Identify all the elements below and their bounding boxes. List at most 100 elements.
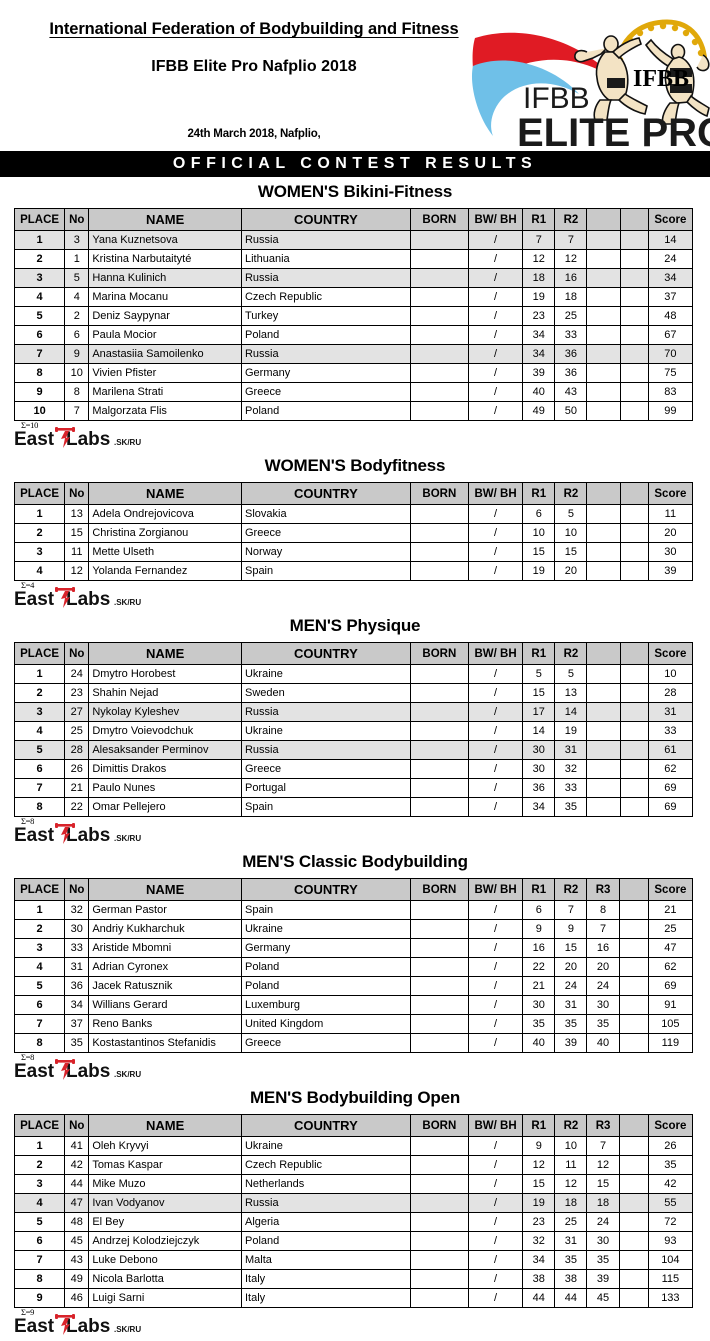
cell-r2: 20 xyxy=(554,561,588,581)
cell-place: 7 xyxy=(13,1250,66,1270)
cell-r2: 31 xyxy=(554,740,588,760)
cell-r1: 35 xyxy=(522,1014,556,1034)
event-title: IFBB Elite Pro Nafplio 2018 xyxy=(151,58,357,75)
column-header-r1: R1 xyxy=(522,878,556,901)
cell-place: 1 xyxy=(13,504,66,524)
cell-r2: 18 xyxy=(554,1193,588,1213)
cell-blank2 xyxy=(619,740,649,760)
column-header-blank1 xyxy=(618,878,649,901)
cell-r2: 12 xyxy=(554,249,588,269)
cell-no: 47 xyxy=(64,1193,90,1213)
cell-name: Marilena Strati xyxy=(88,382,242,402)
cell-place: 3 xyxy=(13,702,66,722)
column-header-no: No xyxy=(64,1114,90,1137)
cell-score: 25 xyxy=(647,919,694,939)
cell-name: Adela Ondrejovicova xyxy=(88,504,242,524)
cell-r1: 17 xyxy=(522,702,556,722)
cell-blank1 xyxy=(586,683,621,703)
cell-r1: 30 xyxy=(522,995,556,1015)
cell-r2: 11 xyxy=(554,1155,588,1175)
cell-born xyxy=(409,957,469,977)
svg-text:.SK/RU: .SK/RU xyxy=(114,1325,141,1334)
cell-name: Luke Debono xyxy=(88,1250,242,1270)
cell-r1: 23 xyxy=(522,1212,556,1232)
cell-place: 1 xyxy=(13,230,66,250)
cell-bwbh: / xyxy=(467,504,524,524)
cell-place: 5 xyxy=(13,740,66,760)
cell-r1: 40 xyxy=(522,382,556,402)
cell-r3: 30 xyxy=(586,995,620,1015)
cell-name: Omar Pellejero xyxy=(88,797,242,817)
cell-country: Czech Republic xyxy=(240,1155,411,1175)
cell-score: 28 xyxy=(647,683,694,703)
column-header-r2: R2 xyxy=(554,878,588,901)
cell-place: 3 xyxy=(13,268,66,288)
cell-r2: 14 xyxy=(554,702,588,722)
cell-place: 3 xyxy=(13,938,66,958)
cell-born xyxy=(409,778,469,798)
cell-blank2 xyxy=(619,778,649,798)
cell-no: 46 xyxy=(64,1288,90,1308)
svg-text:East: East xyxy=(14,825,55,845)
table-footer: Σ=8 East Labs .SK/RU xyxy=(14,816,710,847)
column-header-country: COUNTRY xyxy=(240,642,411,665)
column-header-no: No xyxy=(64,208,90,231)
cell-blank2 xyxy=(619,382,649,402)
cell-bwbh: / xyxy=(467,1136,524,1156)
cell-name: Christina Zorgianou xyxy=(88,523,242,543)
results-table: PLACE No NAME COUNTRY BORN BW/ BH R1 R2 R3 Score 1… xyxy=(13,878,694,1053)
cell-r3: 7 xyxy=(586,919,620,939)
cell-country: Luxemburg xyxy=(240,995,411,1015)
cell-blank2 xyxy=(619,759,649,779)
cell-blank2 xyxy=(619,268,649,288)
cell-blank2 xyxy=(619,721,649,741)
cell-r1: 16 xyxy=(522,938,556,958)
cell-blank2 xyxy=(619,683,649,703)
cell-bwbh: / xyxy=(467,306,524,326)
cell-born xyxy=(409,268,469,288)
table-row: 3 5 Hanna Kulinich Russia /18 16 34 xyxy=(13,268,694,288)
cell-blank2 xyxy=(619,287,649,307)
column-header-bwbh: BW/ BH xyxy=(467,1114,524,1137)
column-header-blank2 xyxy=(619,208,649,231)
table-row: 8 35 Kostastantinos Stefanidis Greece/40 39 4… xyxy=(13,1033,694,1053)
cell-score: 67 xyxy=(647,325,694,345)
cell-score: 69 xyxy=(647,976,694,996)
table-row: 8 10 Vivien Pfister Germany /39 36 75 xyxy=(13,363,694,383)
cell-name: Yolanda Fernandez xyxy=(88,561,242,581)
cell-no: 3 xyxy=(64,230,90,250)
column-header-no: No xyxy=(64,878,90,901)
cell-name: Anastasiia Samoilenko xyxy=(88,344,242,364)
cell-r3: 45 xyxy=(586,1288,620,1308)
ifbb-elite-pro-logo: IFBB IFBB ELITE PRO xyxy=(467,8,710,150)
cell-no: 45 xyxy=(64,1231,90,1251)
table-row: 2 30 Andriy Kukharchuk Ukraine/9 9 7 25 xyxy=(13,919,694,939)
cell-born xyxy=(409,230,469,250)
cell-blank xyxy=(618,1250,649,1270)
cell-bwbh: / xyxy=(467,919,524,939)
table-row: 7 37 Reno Banks United Kingdom/35 35 35 105 xyxy=(13,1014,694,1034)
cell-no: 2 xyxy=(64,306,90,326)
cell-score: 33 xyxy=(647,721,694,741)
cell-name: Oleh Kryvyi xyxy=(88,1136,242,1156)
cell-score: 69 xyxy=(647,797,694,817)
cell-place: 4 xyxy=(13,1193,66,1213)
cell-bwbh: / xyxy=(467,363,524,383)
cell-born xyxy=(409,976,469,996)
cell-name: Kristina Narbutaityté xyxy=(88,249,242,269)
cell-bwbh: / xyxy=(467,1212,524,1232)
cell-r2: 50 xyxy=(554,401,588,421)
cell-name: Marina Mocanu xyxy=(88,287,242,307)
results-section: MEN'S Physique PLACE No NAME COUNTRY BORN BW/ … xyxy=(0,611,710,847)
table-row: 8 22 Omar Pellejero Spain /34 35 69 xyxy=(13,797,694,817)
cell-r3: 30 xyxy=(586,1231,620,1251)
cell-r2: 32 xyxy=(554,759,588,779)
column-header-r2: R2 xyxy=(554,482,588,505)
table-row: 7 21 Paulo Nunes Portugal /36 33 69 xyxy=(13,778,694,798)
cell-blank1 xyxy=(586,759,621,779)
table-row: 1 41 Oleh Kryvyi Ukraine /9 10 7 26 xyxy=(13,1136,694,1156)
cell-country: Malta xyxy=(240,1250,411,1270)
cell-place: 2 xyxy=(13,919,66,939)
cell-country: Norway xyxy=(240,542,411,562)
cell-born xyxy=(409,523,469,543)
